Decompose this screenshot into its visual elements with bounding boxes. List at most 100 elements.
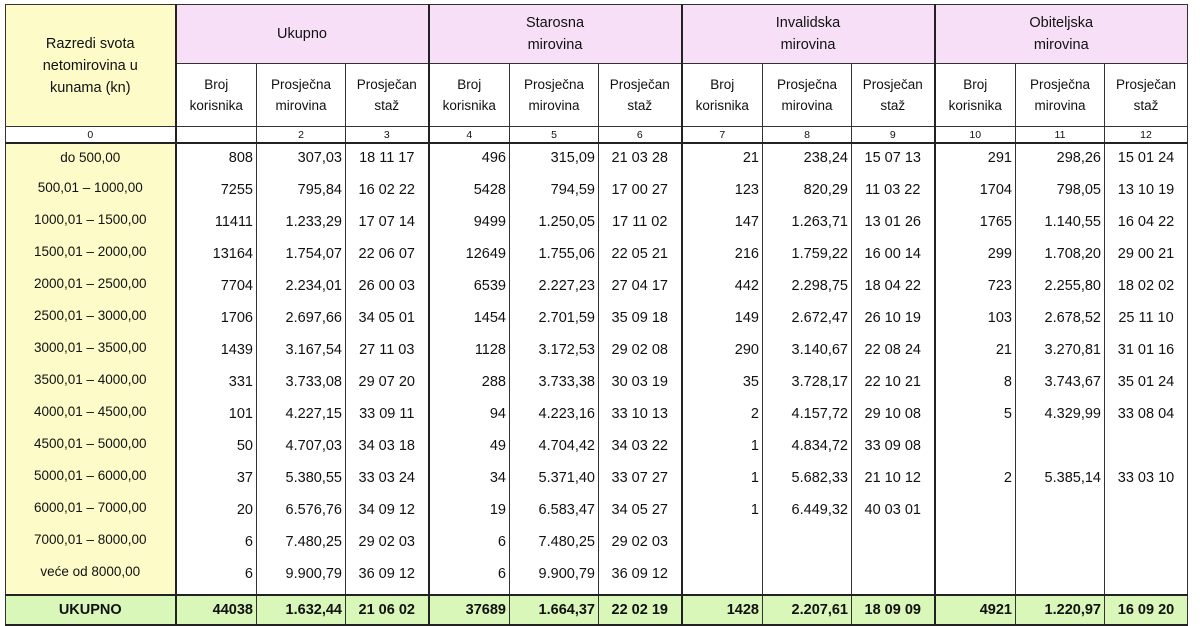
total-label: UKUPNO bbox=[5, 594, 177, 626]
ukupno-prosjecna-mirovina-cell: 2.234,01 bbox=[256, 274, 346, 306]
column-index: 12 bbox=[1104, 126, 1188, 144]
invalidska-prosjecan-staz-cell: 22 08 24 bbox=[851, 338, 935, 370]
ukupno-broj-korisnika-cell: 1439 bbox=[175, 338, 257, 370]
ukupno-prosjecna-mirovina-cell: 3.733,08 bbox=[256, 370, 346, 402]
table-row: 1000,01 – 1500,00 11411 1.233,29 17 07 14 94… bbox=[5, 210, 1188, 242]
starosna-prosjecan-staz-cell: 34 05 27 bbox=[598, 498, 682, 530]
starosna-prosjecan-staz-cell: 27 04 17 bbox=[598, 274, 682, 306]
column-index: 3 bbox=[345, 126, 429, 144]
subheader-broj-korisnika: Broj korisnika bbox=[175, 63, 257, 127]
invalidska-broj-korisnika-cell: 35 bbox=[680, 370, 763, 402]
starosna-prosjecan-staz-cell: 29 02 08 bbox=[598, 338, 682, 370]
obiteljska-prosjecan-staz-cell: 33 03 10 bbox=[1104, 466, 1188, 498]
ukupno-prosjecna-mirovina-cell: 9.900,79 bbox=[256, 562, 346, 595]
range-label: 6000,01 – 7000,00 bbox=[5, 498, 177, 530]
obiteljska-prosjecan-staz-cell bbox=[1104, 498, 1188, 530]
ukupno-broj-korisnika-cell: 11411 bbox=[175, 210, 257, 242]
subheader-prosjecan-staz: Prosječan staž bbox=[598, 63, 682, 127]
subheader-prosjecan-staz: Prosječan staž bbox=[1104, 63, 1188, 127]
obiteljska-prosjecan-staz-cell: 33 08 04 bbox=[1104, 402, 1188, 434]
invalidska-prosjecna-mirovina-cell: 4.834,72 bbox=[762, 434, 852, 466]
invalidska-prosjecna-mirovina-cell: 3.728,17 bbox=[762, 370, 852, 402]
ukupno-prosjecna-mirovina-cell: 4.707,03 bbox=[256, 434, 346, 466]
obiteljska-broj-korisnika-cell bbox=[933, 562, 1016, 595]
subheader-prosjecan-staz: Prosječan staž bbox=[851, 63, 935, 127]
ukupno-broj-korisnika-cell: 6 bbox=[175, 562, 257, 595]
obiteljska-broj-korisnika-cell: 21 bbox=[933, 338, 1016, 370]
obiteljska-prosjecan-staz-cell: 18 02 02 bbox=[1104, 274, 1188, 306]
ukupno-prosjecna-mirovina-cell: 3.167,54 bbox=[256, 338, 346, 370]
table-row: 3500,01 – 4000,00 331 3.733,08 29 07 20 288 3… bbox=[5, 370, 1188, 402]
starosna-prosjecan-staz-cell: 33 07 27 bbox=[598, 466, 682, 498]
invalidska-prosjecna-mirovina-cell bbox=[762, 562, 852, 595]
group-header-invalidska: Invalidska mirovina bbox=[680, 4, 935, 64]
range-label: 3000,01 – 3500,00 bbox=[5, 338, 177, 370]
starosna-prosjecan-staz-cell: 22 05 21 bbox=[598, 242, 682, 274]
ukupno-broj-korisnika-cell: 20 bbox=[175, 498, 257, 530]
ukupno-broj-korisnika-cell: 7704 bbox=[175, 274, 257, 306]
ukupno-prosjecan-staz-cell: 22 06 07 bbox=[345, 242, 429, 274]
obiteljska-prosjecna-mirovina-cell: 2.678,52 bbox=[1015, 306, 1105, 338]
total-obiteljska-broj-korisnika: 4921 bbox=[933, 594, 1016, 626]
ukupno-prosjecan-staz-cell: 18 11 17 bbox=[345, 143, 429, 178]
total-ukupno-prosjecna-mirovina: 1.632,44 bbox=[256, 594, 346, 626]
range-column-header: Razredi svota netomirovina u kunama (kn) bbox=[5, 4, 177, 127]
starosna-prosjecan-staz-cell: 35 09 18 bbox=[598, 306, 682, 338]
subheader-prosjecna-mirovina: Prosječna mirovina bbox=[256, 63, 346, 127]
ukupno-broj-korisnika-cell: 13164 bbox=[175, 242, 257, 274]
starosna-prosjecan-staz-cell: 17 11 02 bbox=[598, 210, 682, 242]
ukupno-prosjecan-staz-cell: 34 09 12 bbox=[345, 498, 429, 530]
ukupno-prosjecan-staz-cell: 16 02 22 bbox=[345, 178, 429, 210]
starosna-prosjecna-mirovina-cell: 1.250,05 bbox=[509, 210, 599, 242]
obiteljska-broj-korisnika-cell: 5 bbox=[933, 402, 1016, 434]
range-label: 5000,01 – 6000,00 bbox=[5, 466, 177, 498]
starosna-broj-korisnika-cell: 1454 bbox=[427, 306, 510, 338]
invalidska-prosjecan-staz-cell: 15 07 13 bbox=[851, 143, 935, 178]
range-label: 4500,01 – 5000,00 bbox=[5, 434, 177, 466]
invalidska-prosjecna-mirovina-cell: 820,29 bbox=[762, 178, 852, 210]
subheader-broj-korisnika: Broj korisnika bbox=[427, 63, 510, 127]
ukupno-prosjecan-staz-cell: 34 03 18 bbox=[345, 434, 429, 466]
starosna-broj-korisnika-cell: 49 bbox=[427, 434, 510, 466]
starosna-prosjecan-staz-cell: 36 09 12 bbox=[598, 562, 682, 595]
ukupno-prosjecan-staz-cell: 33 03 24 bbox=[345, 466, 429, 498]
ukupno-prosjecan-staz-cell: 33 09 11 bbox=[345, 402, 429, 434]
invalidska-prosjecan-staz-cell: 33 09 08 bbox=[851, 434, 935, 466]
starosna-prosjecna-mirovina-cell: 9.900,79 bbox=[509, 562, 599, 595]
starosna-prosjecan-staz-cell: 29 02 03 bbox=[598, 530, 682, 562]
invalidska-broj-korisnika-cell: 216 bbox=[680, 242, 763, 274]
ukupno-prosjecan-staz-cell: 34 05 01 bbox=[345, 306, 429, 338]
range-label: 500,01 – 1000,00 bbox=[5, 178, 177, 210]
obiteljska-broj-korisnika-cell: 8 bbox=[933, 370, 1016, 402]
invalidska-broj-korisnika-cell: 2 bbox=[680, 402, 763, 434]
invalidska-prosjecan-staz-cell: 40 03 01 bbox=[851, 498, 935, 530]
obiteljska-prosjecan-staz-cell: 15 01 24 bbox=[1104, 143, 1188, 178]
ukupno-broj-korisnika-cell: 6 bbox=[175, 530, 257, 562]
subheader-prosjecna-mirovina: Prosječna mirovina bbox=[1015, 63, 1105, 127]
column-index: 7 bbox=[680, 126, 763, 144]
starosna-prosjecna-mirovina-cell: 315,09 bbox=[509, 143, 599, 178]
ukupno-prosjecna-mirovina-cell: 7.480,25 bbox=[256, 530, 346, 562]
range-label: 2500,01 – 3000,00 bbox=[5, 306, 177, 338]
obiteljska-prosjecna-mirovina-cell: 2.255,80 bbox=[1015, 274, 1105, 306]
table-row: 7000,01 – 8000,00 6 7.480,25 29 02 03 6 7.480… bbox=[5, 530, 1188, 562]
total-starosna-prosjecna-mirovina: 1.664,37 bbox=[509, 594, 599, 626]
obiteljska-prosjecan-staz-cell bbox=[1104, 562, 1188, 595]
obiteljska-prosjecna-mirovina-cell bbox=[1015, 498, 1105, 530]
obiteljska-prosjecan-staz-cell: 16 04 22 bbox=[1104, 210, 1188, 242]
table-row: 2000,01 – 2500,00 7704 2.234,01 26 00 03 653… bbox=[5, 274, 1188, 306]
subheader-broj-korisnika: Broj korisnika bbox=[933, 63, 1016, 127]
obiteljska-prosjecan-staz-cell bbox=[1104, 434, 1188, 466]
starosna-broj-korisnika-cell: 19 bbox=[427, 498, 510, 530]
total-invalidska-broj-korisnika: 1428 bbox=[680, 594, 763, 626]
ukupno-prosjecan-staz-cell: 17 07 14 bbox=[345, 210, 429, 242]
ukupno-broj-korisnika-cell: 101 bbox=[175, 402, 257, 434]
range-label: do 500,00 bbox=[5, 143, 177, 178]
obiteljska-prosjecna-mirovina-cell: 1.708,20 bbox=[1015, 242, 1105, 274]
ukupno-prosjecan-staz-cell: 29 07 20 bbox=[345, 370, 429, 402]
range-label: 3500,01 – 4000,00 bbox=[5, 370, 177, 402]
table-row: 3000,01 – 3500,00 1439 3.167,54 27 11 03 112… bbox=[5, 338, 1188, 370]
table-row: 2500,01 – 3000,00 1706 2.697,66 34 05 01 145… bbox=[5, 306, 1188, 338]
starosna-prosjecna-mirovina-cell: 2.701,59 bbox=[509, 306, 599, 338]
invalidska-prosjecan-staz-cell: 26 10 19 bbox=[851, 306, 935, 338]
